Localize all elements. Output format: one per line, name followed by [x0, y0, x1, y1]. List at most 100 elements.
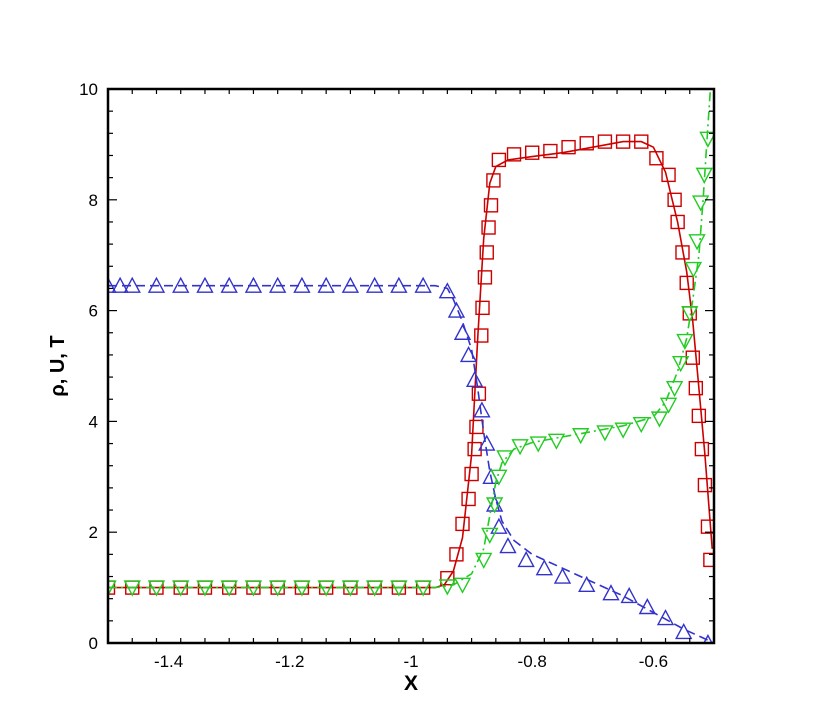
y-tick-label: 6 — [89, 302, 98, 321]
data-point — [695, 167, 713, 184]
data-point — [491, 152, 507, 168]
data-point — [485, 495, 504, 512]
data-point — [535, 559, 553, 576]
data-point — [517, 550, 535, 568]
data-point — [341, 580, 360, 597]
data-point — [469, 419, 484, 435]
data-point — [293, 276, 311, 293]
data-point — [244, 276, 263, 293]
data-point — [108, 580, 117, 597]
data-point — [293, 580, 311, 597]
data-point — [196, 276, 214, 293]
data-point — [172, 580, 190, 597]
data-point — [467, 441, 482, 457]
data-point — [474, 328, 489, 343]
data-point — [578, 575, 596, 593]
series-line — [108, 89, 712, 589]
data-point — [697, 477, 713, 493]
data-point — [650, 411, 669, 428]
data-point — [703, 552, 714, 568]
data-point — [196, 580, 214, 597]
data-point — [475, 552, 493, 569]
plot-frame — [106, 87, 716, 645]
data-point — [679, 275, 694, 291]
data-point — [511, 439, 529, 456]
data-point — [147, 580, 166, 597]
data-point — [220, 276, 238, 293]
data-point — [529, 436, 547, 453]
data-point — [597, 134, 613, 149]
data-point — [390, 276, 408, 293]
data-point — [506, 147, 522, 162]
data-point — [579, 136, 594, 151]
data-point — [572, 428, 590, 445]
data-point — [602, 584, 620, 601]
data-point — [459, 345, 478, 363]
data-point — [414, 580, 432, 597]
data-point — [438, 579, 457, 596]
data-point — [675, 245, 690, 260]
x-tick-label: -0.6 — [639, 652, 668, 671]
data-point — [614, 422, 632, 439]
data-point — [365, 276, 384, 293]
series-1 — [108, 134, 714, 595]
data-point — [123, 580, 141, 597]
data-point — [672, 356, 690, 373]
series-3 — [108, 89, 714, 597]
x-axis-title: X — [404, 672, 418, 695]
series-line — [108, 140, 713, 589]
x-tick-label: -1.4 — [154, 652, 183, 671]
data-point — [438, 282, 457, 299]
data-point — [447, 301, 466, 318]
data-point — [561, 139, 576, 155]
data-point — [341, 276, 360, 293]
data-point — [694, 441, 710, 457]
data-point — [547, 433, 566, 450]
data-point — [490, 469, 508, 486]
y-tick-label: 4 — [89, 412, 98, 431]
data-point — [699, 131, 714, 148]
data-point — [688, 380, 704, 396]
data-point — [665, 380, 684, 398]
data-point — [440, 570, 455, 586]
data-point — [543, 143, 558, 159]
data-point — [477, 270, 493, 285]
data-point — [496, 450, 514, 467]
data-point — [486, 173, 501, 188]
y-axis-title: ρ, U, T — [47, 335, 69, 396]
data-point — [479, 245, 494, 260]
y-tick-label: 8 — [89, 191, 98, 210]
series-2 — [108, 276, 714, 643]
data-point — [691, 195, 710, 212]
data-point — [453, 577, 472, 594]
data-point — [688, 234, 706, 251]
data-point — [147, 276, 166, 293]
data-point — [475, 300, 490, 316]
data-point — [685, 350, 700, 365]
data-point — [481, 220, 496, 235]
data-point — [111, 276, 129, 293]
data-point — [670, 214, 685, 230]
data-point — [691, 408, 707, 424]
data-point — [464, 466, 479, 482]
y-tick-label: 10 — [79, 80, 98, 99]
data-point — [449, 547, 464, 562]
data-point — [620, 586, 638, 604]
data-point — [365, 580, 384, 597]
data-point — [661, 167, 676, 183]
ticks-layer: 0 2 4 6 8 10 -1.4 -1.2 -1 -0.8 -0.6 — [79, 80, 715, 671]
data-point — [123, 276, 141, 293]
data-point — [632, 416, 650, 434]
x-tick-label: -1 — [403, 652, 418, 671]
data-point — [700, 519, 714, 534]
data-point — [481, 527, 499, 544]
x-tick-label: -0.8 — [518, 652, 547, 671]
data-point — [269, 276, 287, 293]
data-point — [596, 425, 614, 442]
data-point — [172, 276, 190, 293]
y-tick-label: 2 — [89, 523, 98, 542]
data-point — [656, 609, 675, 626]
data-point — [485, 497, 504, 514]
series-layer — [108, 89, 714, 643]
x-tick-label: -1.2 — [275, 652, 304, 671]
